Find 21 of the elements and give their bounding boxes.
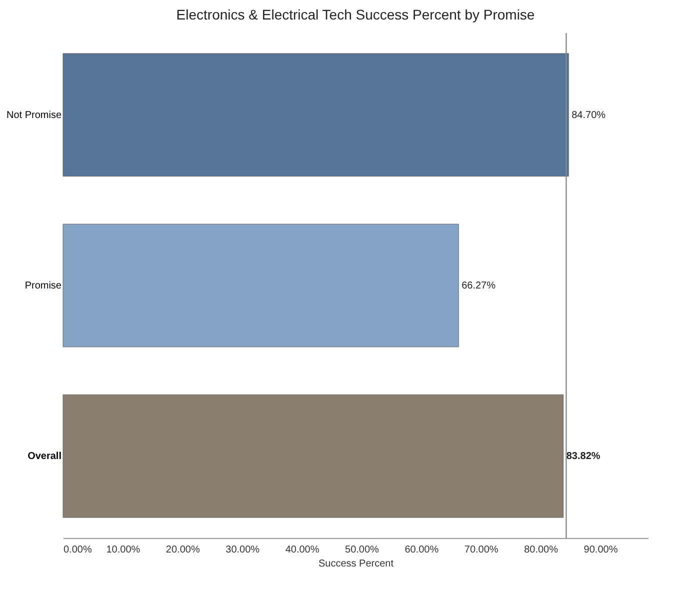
x-tick-label: 40.00% xyxy=(285,544,320,556)
x-tick-label: 60.00% xyxy=(404,544,439,556)
x-tick-label: 0.00% xyxy=(64,544,92,556)
x-axis-title: Success Percent xyxy=(318,558,394,570)
x-tick-label: 70.00% xyxy=(464,544,498,556)
chart-title: Electronics & Electrical Tech Success Percent by Promise xyxy=(176,6,535,22)
y-tick-label: Overall xyxy=(28,451,62,462)
x-tick-label: 50.00% xyxy=(345,544,380,556)
x-tick-label: 30.00% xyxy=(226,544,260,556)
bar xyxy=(62,224,459,348)
data-label: 66.27% xyxy=(462,280,496,292)
bar xyxy=(62,394,564,518)
data-label: 83.82% xyxy=(566,451,600,462)
data-label: 84.70% xyxy=(572,110,606,121)
x-tick-label: 80.00% xyxy=(524,544,558,556)
x-tick-label: 20.00% xyxy=(166,544,200,556)
y-tick-label: Not Promise xyxy=(6,110,62,121)
y-tick-label: Promise xyxy=(24,280,62,292)
x-tick-label: 10.00% xyxy=(106,544,140,556)
bar xyxy=(62,53,569,177)
x-tick-label: 90.00% xyxy=(584,544,618,556)
